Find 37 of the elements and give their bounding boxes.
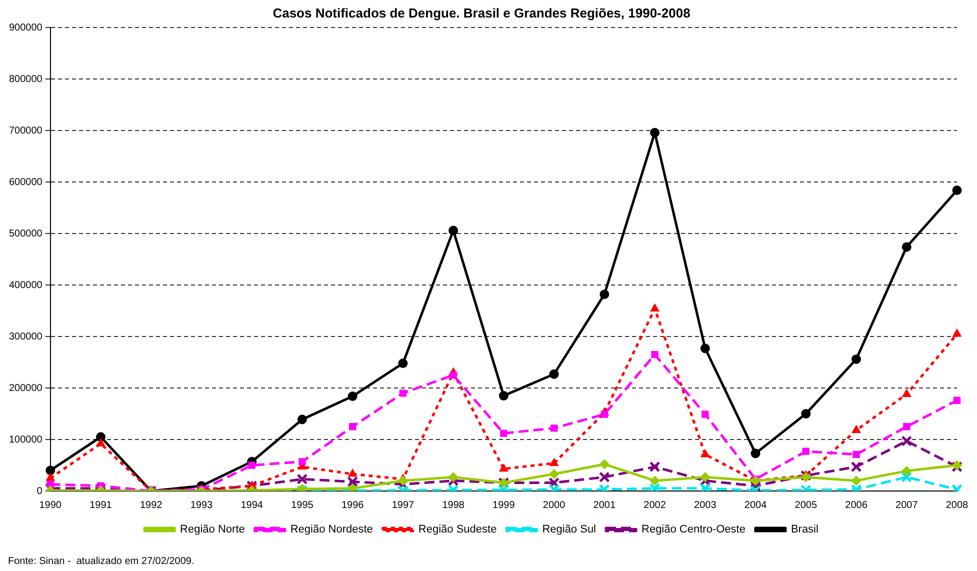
x-tick-label: 1998 — [442, 500, 465, 511]
source-note: Fonte: Sinan - atualizado em 27/02/2009. — [8, 556, 194, 567]
x-tick-label: 1993 — [190, 500, 214, 511]
x-tick-label: 1995 — [291, 500, 314, 511]
y-tick-label: 800000 — [8, 74, 43, 85]
x-tick-label: 2006 — [845, 500, 868, 511]
y-tick-label: 600000 — [8, 176, 43, 188]
chart-title: Casos Notificados de Dengue. Brasil e Grandes Regiões, 1990-2008 — [272, 5, 690, 20]
x-tick-label: 1997 — [392, 500, 415, 511]
x-tick-label: 1991 — [90, 500, 112, 511]
legend-label: Região Sul — [542, 524, 596, 536]
legend-label: Região Norte — [180, 524, 245, 536]
y-tick-label: 700000 — [8, 125, 43, 136]
x-tick-label: 1999 — [492, 500, 516, 511]
x-tick-label: 2004 — [744, 500, 768, 511]
y-tick-label: 100000 — [8, 434, 43, 446]
y-tick-label: 500000 — [8, 228, 43, 240]
x-tick-label: 1994 — [240, 500, 264, 511]
x-tick-label: 2000 — [542, 500, 566, 511]
x-tick-label: 1996 — [341, 500, 364, 511]
x-tick-label: 2007 — [896, 500, 918, 511]
y-tick-label: 300000 — [8, 331, 43, 342]
x-tick-label: 1992 — [140, 500, 163, 511]
x-tick-label: 2002 — [644, 500, 666, 511]
y-tick-label: 900000 — [8, 22, 43, 34]
legend-label: Região Centro-Oeste — [642, 524, 746, 536]
legend-label: Região Sudeste — [418, 524, 497, 536]
x-tick-label: 2005 — [794, 500, 818, 511]
x-tick-label: 2001 — [593, 500, 616, 511]
legend-label: Brasil — [790, 524, 818, 536]
x-tick-label: 2008 — [946, 500, 969, 511]
y-tick-label: 200000 — [8, 382, 43, 394]
y-tick-label: 400000 — [8, 280, 43, 291]
y-tick-label: 0 — [36, 486, 43, 497]
x-tick-label: 1990 — [39, 500, 62, 511]
legend-label: Região Nordeste — [290, 524, 373, 536]
x-tick-label: 2003 — [694, 500, 717, 511]
